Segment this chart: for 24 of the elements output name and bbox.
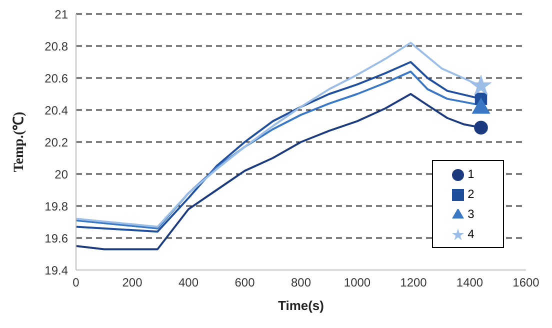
y-tick-label: 19.4 xyxy=(44,263,68,278)
y-tick-label: 20 xyxy=(54,167,68,182)
x-tick-label: 800 xyxy=(290,276,312,290)
x-tick-label: 1200 xyxy=(400,276,428,290)
x-tick-label: 1600 xyxy=(512,276,540,290)
legend-label: 3 xyxy=(468,207,474,221)
x-tick-label: 600 xyxy=(234,276,256,290)
y-axis-title: Temp.(℃) xyxy=(12,111,27,172)
x-axis-title: Time(s) xyxy=(278,298,324,313)
y-tick-label: 20.6 xyxy=(44,71,68,86)
legend-label: 4 xyxy=(468,227,474,241)
legend-label: 2 xyxy=(468,187,474,201)
y-tick-label: 20.8 xyxy=(44,39,68,54)
y-tick-label: 20.2 xyxy=(44,135,68,150)
x-tick-label: 1000 xyxy=(344,276,371,290)
x-tick-label: 200 xyxy=(122,276,143,290)
x-tick-label: 400 xyxy=(178,276,199,290)
x-tick-label: 1400 xyxy=(456,276,484,290)
y-tick-label: 19.8 xyxy=(44,199,68,214)
x-tick-label: 0 xyxy=(72,276,80,290)
y-tick-label: 19.6 xyxy=(44,231,68,246)
y-tick-label: 20.4 xyxy=(44,103,68,118)
legend-label: 1 xyxy=(468,167,474,181)
y-tick-label: 21 xyxy=(54,7,68,22)
